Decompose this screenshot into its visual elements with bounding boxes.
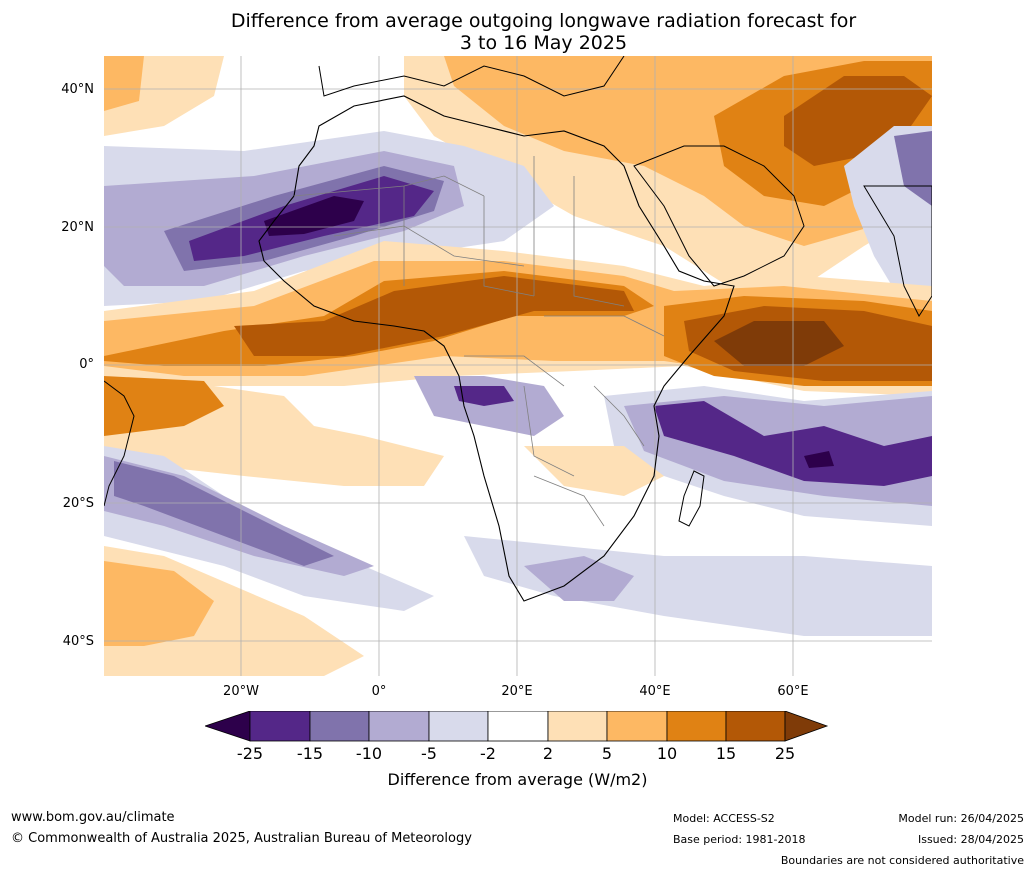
footer-model-run: Model run: 26/04/2025 — [898, 812, 1024, 825]
footer-model: Model: ACCESS-S2 — [673, 812, 775, 825]
colorbar-tick: -25 — [236, 744, 264, 763]
colorbar-segment — [368, 711, 430, 742]
colorbar-tick: 15 — [715, 744, 737, 763]
anomaly-sahara-deepest-purple — [264, 196, 364, 236]
colorbar-segment — [428, 711, 489, 742]
map-title: Difference from average outgoing longwav… — [0, 10, 1035, 54]
colorbar-segment — [249, 711, 311, 742]
lon-label-0: 0° — [371, 684, 387, 699]
anomaly-iran-dark-orange — [784, 76, 932, 166]
europe-coastline — [318, 56, 625, 97]
anomaly-south-atlantic-orange-2 — [104, 376, 224, 436]
lon-label-60e: 60°E — [777, 684, 809, 699]
colorbar-tick: 10 — [656, 744, 678, 763]
colorbar-segment — [547, 711, 608, 742]
colorbar-segment — [487, 711, 549, 742]
anomaly-congo-dark-purple — [454, 386, 514, 406]
colorbar-segment — [309, 711, 370, 742]
colorbar-tick: -10 — [355, 744, 383, 763]
olr-anomaly-map — [104, 56, 932, 676]
colorbar-tick: -15 — [296, 744, 324, 763]
anomaly-indian-ocean-deepest — [804, 451, 834, 468]
footer-base-period: Base period: 1981-2018 — [673, 833, 806, 846]
anomaly-south-indian-purple — [524, 556, 634, 601]
colorbar-tick: 25 — [774, 744, 796, 763]
lon-label-20w: 20°W — [223, 684, 259, 699]
lat-label-40s: 40°S — [62, 634, 94, 649]
africa-coastline — [258, 95, 735, 602]
anomaly-congo-purple — [414, 376, 564, 436]
footer-issued: Issued: 28/04/2025 — [917, 833, 1024, 846]
footer-website-link[interactable]: www.bom.gov.au/climate — [11, 810, 175, 825]
anomaly-south-africa-light-orange — [524, 446, 664, 496]
map-canvas — [104, 56, 932, 676]
anomaly-south-atlantic-mid-purple — [114, 461, 334, 566]
lon-label-40e: 40°E — [639, 684, 671, 699]
arabia-coastline — [633, 145, 805, 287]
colorbar-segment — [606, 711, 668, 742]
footer-copyright: © Commonwealth of Australia 2025, Austra… — [11, 831, 472, 846]
footer-disclaimer: Boundaries are not considered authoritat… — [780, 854, 1024, 867]
colorbar-tick: -5 — [421, 744, 437, 763]
colorbar-tick: 5 — [601, 744, 613, 763]
india-coastline — [863, 185, 932, 318]
country-borders — [293, 156, 665, 527]
colorbar-tick: 2 — [542, 744, 554, 763]
anomaly-southwest-orange — [104, 561, 214, 646]
colorbar — [205, 711, 829, 742]
anomaly-india-purple-2 — [894, 131, 932, 206]
colorbar-right-arrow — [784, 711, 829, 742]
colorbar-left-arrow — [205, 711, 251, 742]
madagascar-coastline — [678, 470, 705, 527]
title-line-1: Difference from average outgoing longwav… — [230, 10, 857, 32]
anomaly-atlantic-north-orange-2 — [104, 56, 144, 111]
colorbar-tick: -2 — [480, 744, 496, 763]
lat-label-0: 0° — [79, 357, 94, 372]
lat-label-40n: 40°N — [61, 82, 94, 97]
title-line-2: 3 to 16 May 2025 — [459, 32, 628, 54]
lon-label-20e: 20°E — [501, 684, 533, 699]
graticule — [104, 56, 932, 676]
south-america-coastline — [104, 380, 135, 507]
colorbar-label: Difference from average (W/m2) — [387, 770, 648, 789]
colorbar-segment — [666, 711, 727, 742]
colorbar-segment — [725, 711, 786, 742]
lat-label-20n: 20°N — [61, 220, 94, 235]
lat-label-20s: 20°S — [62, 496, 94, 511]
anomaly-arabian-sea-deepest — [714, 321, 844, 366]
